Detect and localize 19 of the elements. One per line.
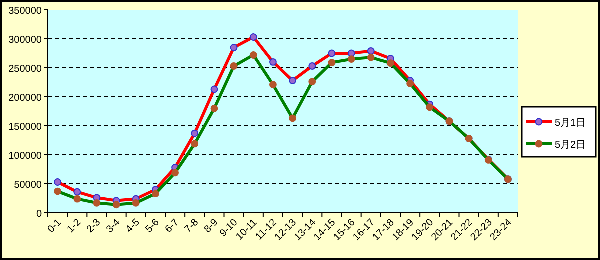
y-tick-label: 100000	[8, 151, 42, 162]
y-tick-label: 350000	[8, 6, 42, 17]
y-tick-label: 50000	[14, 180, 42, 191]
y-tick-label: 200000	[8, 93, 42, 104]
x-tick-label: 0-1	[46, 217, 64, 236]
x-tick-label: 4-5	[124, 217, 143, 236]
x-tick-label: 6-7	[163, 217, 182, 236]
legend-label: 5月2日	[555, 140, 586, 151]
x-tick-label: 8-9	[202, 217, 221, 236]
x-tick-label: 2-3	[85, 217, 104, 236]
legend-label: 5月1日	[555, 118, 586, 129]
y-tick-label: 150000	[8, 122, 42, 133]
x-tick-label: 7-8	[183, 217, 202, 236]
y-tick-label: 0	[36, 209, 42, 220]
x-tick-label: 3-4	[104, 217, 123, 236]
y-tick-label: 300000	[8, 35, 42, 46]
y-tick-label: 250000	[8, 64, 42, 75]
x-tick-label: 1-2	[66, 217, 84, 236]
x-tick-label: 5-6	[144, 217, 162, 236]
